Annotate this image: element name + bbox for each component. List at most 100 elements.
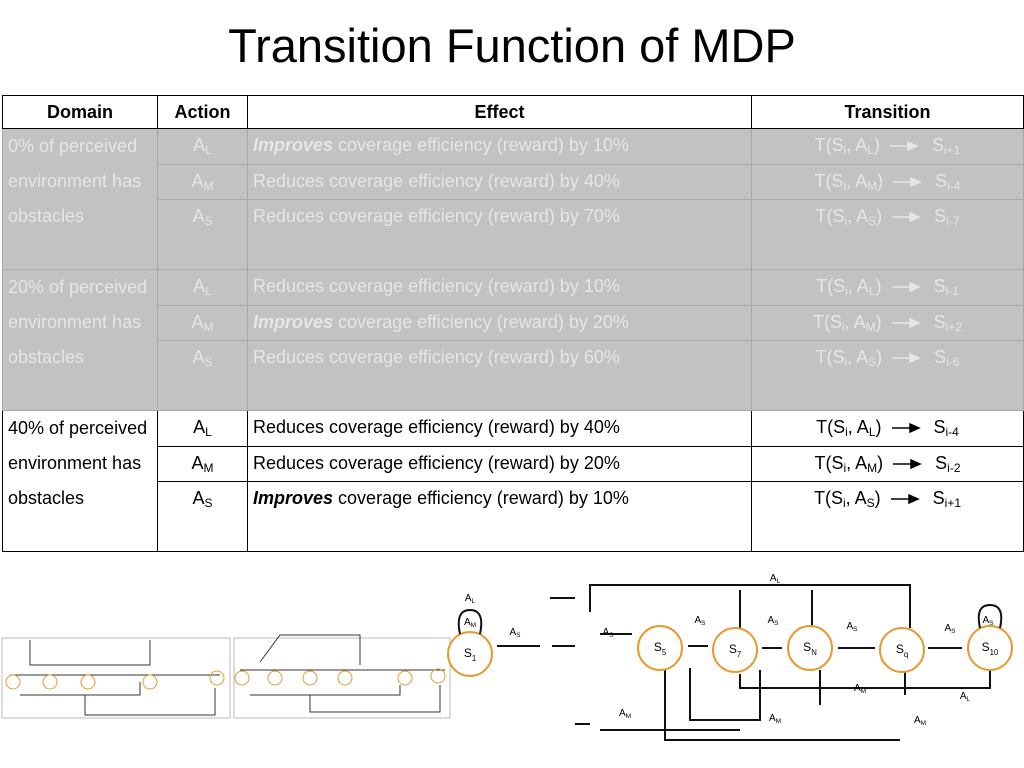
text-run: S (933, 312, 946, 332)
text-run: A (509, 627, 516, 638)
arrow-shape (893, 459, 923, 470)
subscript: M (203, 320, 214, 334)
frame (1, 637, 231, 719)
text-run: ) (875, 276, 882, 296)
effect-text: coverage efficiency (reward) by 10% (338, 488, 629, 508)
transition-cell: T(Si, AM) Si+2 (751, 305, 1024, 341)
subscript: i (843, 461, 847, 475)
action-cell: AM (157, 305, 248, 341)
text-run: S (464, 646, 472, 660)
text-run: , A (845, 488, 867, 508)
subscript: i (844, 355, 848, 369)
arrow-shape (891, 282, 921, 293)
subscript: L (868, 284, 876, 298)
text-run: , A (844, 312, 866, 332)
node (80, 674, 96, 690)
text-run: A (464, 617, 471, 628)
node (430, 668, 446, 684)
subscript: M (626, 713, 631, 720)
edge-label: AS (982, 615, 994, 628)
arrow-shape (892, 212, 922, 223)
header-row: Domain Action Effect Transition (2, 95, 1024, 129)
subscript: q (904, 650, 908, 659)
subscript: 10 (990, 648, 999, 657)
text-run: S (934, 206, 947, 226)
effect-cell: Improves coverage efficiency (reward) by … (247, 305, 752, 341)
node (879, 627, 925, 673)
text-run: A (191, 312, 204, 332)
subscript: M (203, 179, 214, 193)
effect-emphasis: Improves (253, 135, 334, 155)
subscript: i (843, 179, 847, 193)
action-cell: AS (157, 199, 248, 270)
edge-label: AS (846, 621, 858, 634)
subscript: S (609, 632, 614, 639)
text-run: A (192, 206, 205, 226)
text-run: S (935, 453, 948, 473)
arrow (893, 177, 923, 188)
table-row: 20% of perceived environment has obstacl… (2, 269, 1024, 411)
text-run: , A (846, 453, 868, 473)
effect-emphasis: Improves (253, 312, 334, 332)
subscript: i (843, 143, 847, 157)
node (397, 670, 413, 686)
text-run: S (982, 640, 990, 654)
domain-cell: 20% of perceived environment has obstacl… (2, 269, 158, 411)
table-row: 0% of perceived environment has obstacle… (2, 128, 1024, 270)
node (209, 670, 225, 686)
subscript: i (845, 425, 848, 439)
table-row: AS Reduces coverage efficiency (reward) b… (3, 340, 1024, 411)
text-run: A (769, 713, 776, 724)
subscript: M (865, 320, 876, 334)
subscript: S (701, 620, 706, 627)
arrow (891, 282, 921, 293)
subscript: i-2 (947, 461, 961, 475)
action-cell: AM (157, 164, 248, 200)
effect-cell: Reduces coverage efficiency (reward) by … (247, 410, 752, 447)
text-run: ) (877, 171, 884, 191)
effect-cell: Reduces coverage efficiency (reward) by … (247, 340, 752, 411)
subscript: S (204, 496, 213, 510)
effect-text: Reduces coverage efficiency (reward) by … (253, 171, 620, 191)
text-run: ) (876, 206, 883, 226)
action-cell: AS (157, 340, 248, 411)
table-row: AS Reduces coverage efficiency (reward) b… (3, 199, 1024, 270)
subscript: i-7 (946, 214, 960, 228)
text-run: A (960, 691, 967, 702)
text-run: , A (847, 347, 869, 367)
text-run: A (193, 417, 206, 437)
effect-text: coverage efficiency (reward) by 20% (338, 312, 629, 332)
subscript: L (777, 578, 781, 585)
subscript: i+1 (944, 143, 961, 157)
subscript: S (868, 214, 877, 228)
subscript: M (867, 179, 878, 193)
large-diagram (447, 584, 1013, 741)
node (967, 625, 1013, 671)
text-run: A (192, 347, 205, 367)
table-row: AS Improves coverage efficiency (reward) b… (3, 481, 1024, 552)
edge-label: AS (767, 615, 779, 628)
subscript: i-6 (946, 355, 960, 369)
text-run: T(S (816, 417, 846, 437)
action-cell: AS (157, 481, 248, 552)
node-label: S5 (654, 640, 667, 656)
arrow-shape (893, 177, 923, 188)
node-label: SN (803, 640, 817, 656)
effect-text: Reduces coverage efficiency (reward) by … (253, 276, 620, 296)
subscript: L (205, 143, 212, 157)
effect-text: coverage efficiency (reward) by 10% (338, 135, 629, 155)
header-cell: Action (157, 95, 248, 129)
subscript: S (989, 620, 994, 627)
text-run: T(S (814, 453, 844, 473)
text-run: A (465, 593, 472, 604)
node (447, 631, 493, 677)
effect-cell: Improves coverage efficiency (reward) by … (247, 481, 752, 552)
text-run: S (654, 640, 662, 654)
text-run: A (944, 623, 951, 634)
subscript: L (472, 598, 476, 605)
action-cell: AM (157, 446, 248, 482)
text-run: , A (846, 135, 868, 155)
subscript: M (471, 622, 476, 629)
arrow-shape (892, 353, 922, 364)
